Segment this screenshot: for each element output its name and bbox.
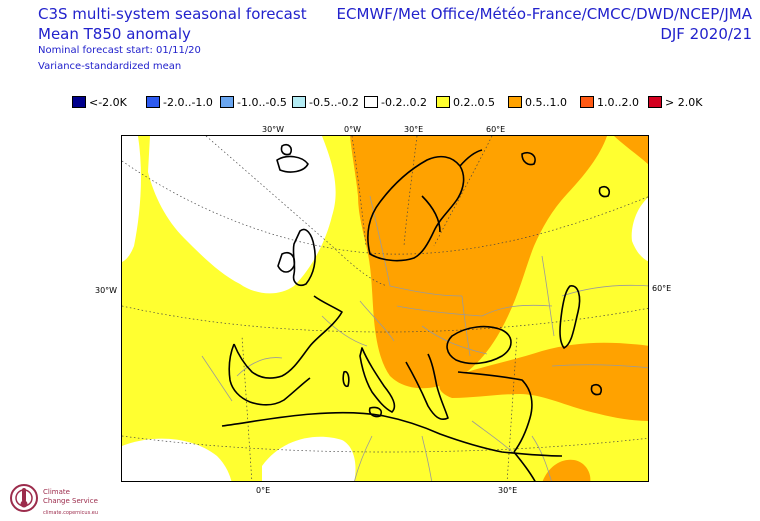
legend-swatch — [580, 96, 594, 108]
legend-swatch — [648, 96, 662, 108]
anomaly-map — [121, 135, 649, 482]
coastlines — [221, 143, 611, 481]
grid-label-top-0w: 0°W — [344, 125, 361, 134]
grid-label-top-60e: 60°E — [486, 125, 506, 134]
legend-item: -0.2..0.2 — [364, 95, 427, 109]
legend-label: -1.0..-0.5 — [237, 95, 287, 109]
legend-item: -2.0..-1.0 — [146, 95, 213, 109]
legend-swatch — [292, 96, 306, 108]
legend-label: 0.2..0.5 — [453, 95, 495, 109]
legend-swatch — [72, 96, 86, 108]
grid-label-top-30e: 30°E — [404, 125, 424, 134]
anomaly-region — [439, 342, 648, 421]
anomaly-region — [122, 136, 141, 262]
anomaly-region — [122, 438, 232, 481]
legend-label: 1.0..2.0 — [597, 95, 639, 109]
chart-title: C3S multi-system seasonal forecast — [38, 5, 307, 23]
grid-label-bottom-30e: 30°E — [498, 486, 518, 495]
legend-label: -0.2..0.2 — [381, 95, 427, 109]
graticule — [122, 136, 648, 481]
anomaly-region — [631, 197, 648, 262]
grid-label-left-30w: 30°W — [95, 286, 118, 295]
map-canvas — [122, 136, 648, 481]
variable-title: Mean T850 anomaly — [38, 25, 191, 43]
copernicus-logo-icon — [10, 484, 38, 512]
legend-swatch — [146, 96, 160, 108]
grid-label-bottom-0e: 0°E — [256, 486, 271, 495]
legend-item: -1.0..-0.5 — [220, 95, 287, 109]
legend-label: > 2.0K — [665, 95, 703, 109]
legend-item: -0.5..-0.2 — [292, 95, 359, 109]
logo-text-line2: Change Service — [43, 497, 98, 505]
legend-label: -2.0..-1.0 — [163, 95, 213, 109]
anomaly-region — [542, 459, 591, 481]
season-label: DJF 2020/21 — [660, 25, 752, 43]
legend-swatch — [436, 96, 450, 108]
legend-swatch — [220, 96, 234, 108]
legend-label: <-2.0K — [89, 95, 127, 109]
systems-list: ECMWF/Met Office/Météo-France/CMCC/DWD/N… — [336, 5, 752, 23]
anomaly-region — [614, 136, 648, 165]
anomaly-region — [350, 136, 607, 389]
country-borders — [201, 195, 648, 481]
anomaly-region — [148, 136, 336, 294]
legend-swatch — [364, 96, 378, 108]
legend-item: 0.5..1.0 — [508, 95, 567, 109]
legend-swatch — [508, 96, 522, 108]
legend-label: -0.5..-0.2 — [309, 95, 359, 109]
method-note: Variance-standardized mean — [38, 61, 182, 72]
logo-text-line1: Climate — [43, 488, 70, 496]
grid-label-right-60e: 60°E — [652, 284, 672, 293]
legend-item: 0.2..0.5 — [436, 95, 495, 109]
grid-label-top-30w: 30°W — [262, 125, 285, 134]
logo-text-line3: climate.copernicus.eu — [43, 510, 99, 516]
forecast-start: Nominal forecast start: 01/11/20 — [38, 45, 201, 56]
legend-item: 1.0..2.0 — [580, 95, 639, 109]
legend-label: 0.5..1.0 — [525, 95, 567, 109]
legend-item: <-2.0K — [72, 95, 127, 109]
legend-item: > 2.0K — [648, 95, 702, 109]
anomaly-region — [262, 436, 356, 481]
